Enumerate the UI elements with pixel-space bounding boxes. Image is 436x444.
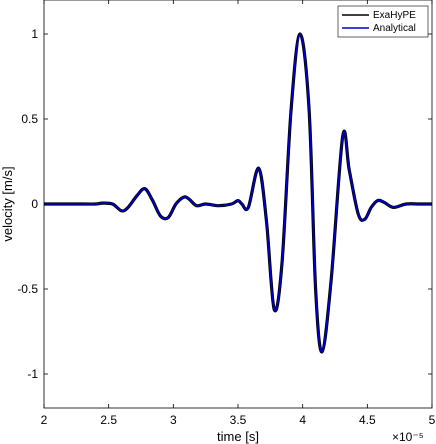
legend-label-analytical: Analytical — [373, 23, 416, 34]
legend-label-exahype: ExaHyPE — [373, 10, 416, 21]
x-tick-label: 3 — [170, 413, 177, 427]
x-tick-label: 4.5 — [359, 413, 376, 427]
x-tick-label: 5 — [429, 413, 436, 427]
x-axis-exponent: ×10⁻⁵ — [392, 430, 424, 444]
x-tick-label: 3.5 — [230, 413, 247, 427]
y-axis-label: velocity [m/s] — [0, 166, 15, 241]
series-line-analytical — [44, 33, 432, 353]
legend: ExaHyPE Analytical — [337, 5, 429, 38]
x-tick-label: 2.5 — [100, 413, 117, 427]
series-layer — [44, 32, 432, 354]
x-tick-label: 4 — [299, 413, 306, 427]
x-tick-label: 2 — [41, 413, 48, 427]
y-tick-label: 0 — [31, 197, 38, 211]
y-tick-label: -1 — [27, 367, 38, 381]
legend-box — [337, 5, 429, 38]
y-tick-label: -0.5 — [17, 282, 38, 296]
plot-frame — [43, 0, 433, 409]
y-tick-label: 0.5 — [21, 112, 38, 126]
x-axis-label: time [s] — [217, 429, 259, 444]
y-tick-label: 1 — [31, 27, 38, 41]
